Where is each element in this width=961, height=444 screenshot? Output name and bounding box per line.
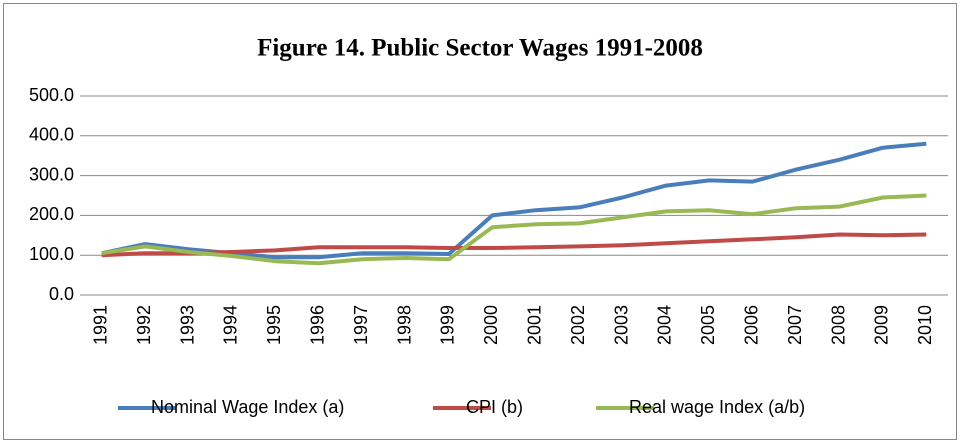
x-tick-label: 1995 [264,305,284,345]
legend-label: Nominal Wage Index (a) [151,397,344,417]
y-tick-label: 200.0 [29,204,74,224]
chart-title: Figure 14. Public Sector Wages 1991-2008 [257,35,703,62]
legend-label: CPI (b) [466,397,523,417]
x-tick-label: 1994 [221,305,241,345]
x-tick-label: 1997 [351,305,371,345]
y-tick-label: 300.0 [29,164,74,184]
x-tick-label: 2008 [828,305,848,345]
x-tick-label: 2000 [481,305,501,345]
x-tick-label: 1999 [438,305,458,345]
x-tick-label: 2001 [524,305,544,345]
series-line [101,193,927,266]
series-line [101,232,927,258]
y-tick-label: 0.0 [49,284,74,304]
legend-label: Real wage Index (a/b) [629,397,805,417]
x-tick-label: 2009 [872,305,892,345]
x-tick-label: 1998 [394,305,414,345]
x-tick-label: 2005 [698,305,718,345]
x-tick-label: 2004 [655,305,675,345]
x-tick-label: 2003 [611,305,631,345]
x-tick-label: 1996 [307,305,327,345]
chart-border [3,3,957,440]
y-tick-label: 100.0 [29,244,74,264]
x-tick-label: 2006 [741,305,761,345]
series-line [101,141,927,260]
y-tick-label: 400.0 [29,125,74,145]
y-tick-label: 500.0 [29,85,74,105]
x-tick-label: 1993 [177,305,197,345]
x-tick-label: 2010 [915,305,935,345]
x-tick-label: 2002 [568,305,588,345]
x-tick-label: 1992 [134,305,154,345]
x-tick-label: 1991 [90,305,110,345]
x-tick-label: 2007 [785,305,805,345]
